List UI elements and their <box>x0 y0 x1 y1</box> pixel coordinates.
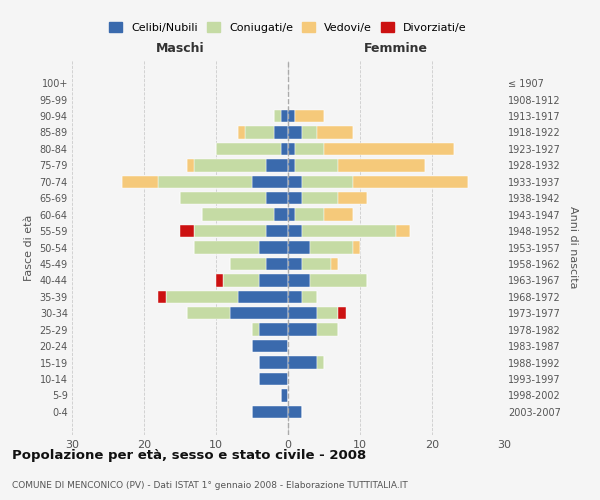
Bar <box>259 324 288 336</box>
Bar <box>259 356 288 368</box>
Bar <box>180 192 266 204</box>
Bar <box>288 176 302 188</box>
Bar <box>274 208 288 221</box>
Bar <box>302 176 353 188</box>
Bar <box>317 307 338 320</box>
Bar <box>187 159 194 172</box>
Bar <box>158 290 166 303</box>
Legend: Celibi/Nubili, Coniugati/e, Vedovi/e, Divorziati/e: Celibi/Nubili, Coniugati/e, Vedovi/e, Di… <box>109 22 467 33</box>
Bar <box>274 110 281 122</box>
Bar <box>194 242 259 254</box>
Bar <box>230 307 288 320</box>
Bar <box>396 225 410 237</box>
Bar <box>259 242 288 254</box>
Bar <box>302 290 317 303</box>
Bar <box>122 176 158 188</box>
Bar <box>252 406 288 418</box>
Bar <box>288 406 302 418</box>
Bar <box>252 176 288 188</box>
Bar <box>281 143 288 155</box>
Bar <box>288 290 302 303</box>
Bar <box>245 126 274 138</box>
Bar <box>216 274 223 286</box>
Bar <box>266 225 288 237</box>
Bar <box>266 192 288 204</box>
Bar <box>288 324 317 336</box>
Bar <box>216 143 281 155</box>
Bar <box>324 143 454 155</box>
Bar <box>338 159 425 172</box>
Bar <box>310 242 353 254</box>
Bar <box>324 208 353 221</box>
Bar <box>252 340 288 352</box>
Bar <box>288 258 302 270</box>
Bar <box>288 126 302 138</box>
Text: Popolazione per età, sesso e stato civile - 2008: Popolazione per età, sesso e stato civil… <box>12 450 366 462</box>
Bar <box>166 290 238 303</box>
Bar <box>353 242 360 254</box>
Bar <box>288 225 302 237</box>
Bar <box>288 356 317 368</box>
Bar <box>223 274 259 286</box>
Text: Femmine: Femmine <box>364 42 428 56</box>
Bar <box>302 258 331 270</box>
Bar <box>288 143 295 155</box>
Bar <box>288 159 295 172</box>
Y-axis label: Anni di nascita: Anni di nascita <box>568 206 578 289</box>
Bar <box>187 307 230 320</box>
Bar <box>302 225 396 237</box>
Bar <box>295 159 338 172</box>
Bar <box>288 110 295 122</box>
Bar <box>238 290 288 303</box>
Bar <box>310 274 367 286</box>
Bar <box>353 176 468 188</box>
Bar <box>288 192 302 204</box>
Bar <box>266 159 288 172</box>
Bar <box>180 225 194 237</box>
Bar <box>288 274 310 286</box>
Bar <box>158 176 252 188</box>
Bar <box>288 242 310 254</box>
Bar <box>317 126 353 138</box>
Bar <box>338 192 367 204</box>
Text: COMUNE DI MENCONICO (PV) - Dati ISTAT 1° gennaio 2008 - Elaborazione TUTTITALIA.: COMUNE DI MENCONICO (PV) - Dati ISTAT 1°… <box>12 481 408 490</box>
Bar <box>295 208 324 221</box>
Bar <box>288 307 317 320</box>
Bar <box>194 159 266 172</box>
Bar <box>295 143 324 155</box>
Bar <box>281 110 288 122</box>
Bar <box>230 258 266 270</box>
Bar <box>259 373 288 385</box>
Bar <box>317 324 338 336</box>
Bar <box>302 126 317 138</box>
Bar <box>288 208 295 221</box>
Bar <box>266 258 288 270</box>
Bar <box>281 389 288 402</box>
Bar <box>274 126 288 138</box>
Bar <box>252 324 259 336</box>
Bar <box>194 225 266 237</box>
Bar <box>259 274 288 286</box>
Bar <box>202 208 274 221</box>
Bar <box>302 192 338 204</box>
Bar <box>338 307 346 320</box>
Y-axis label: Fasce di età: Fasce di età <box>24 214 34 280</box>
Bar <box>238 126 245 138</box>
Bar <box>317 356 324 368</box>
Text: Maschi: Maschi <box>155 42 205 56</box>
Bar <box>331 258 338 270</box>
Bar <box>295 110 324 122</box>
